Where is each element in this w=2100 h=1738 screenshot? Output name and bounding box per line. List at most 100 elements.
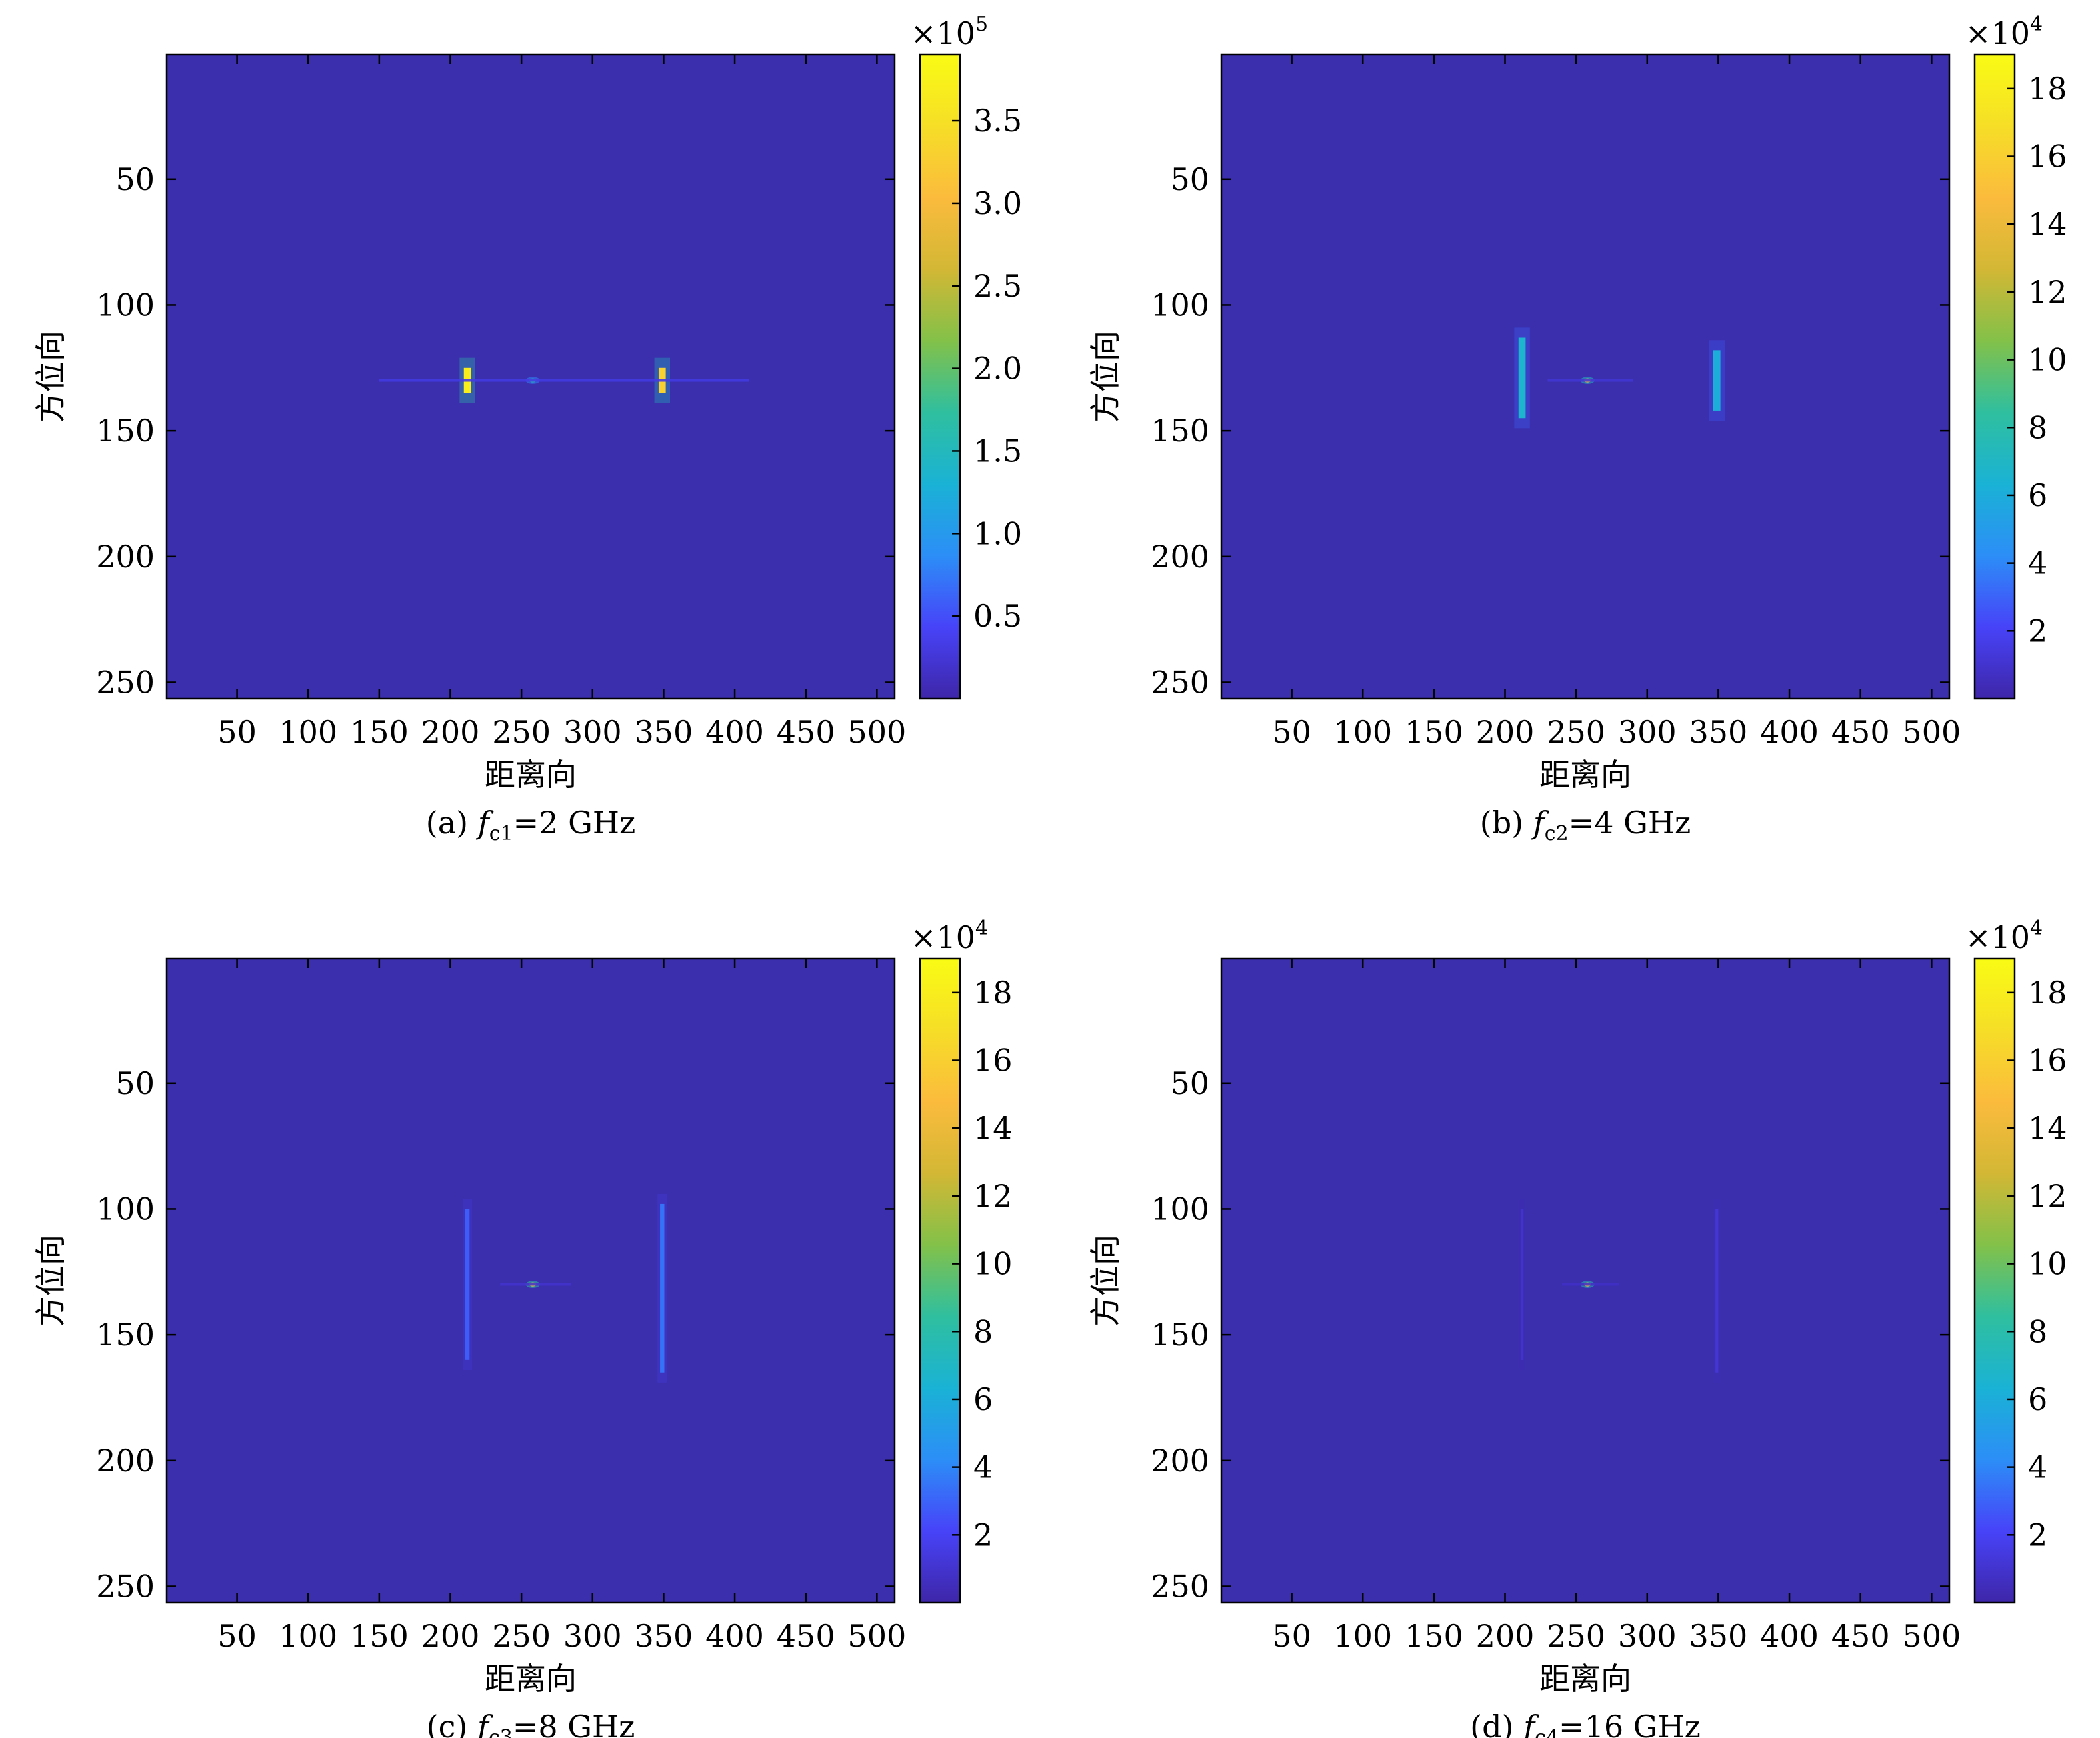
colorbar-gradient (1975, 959, 2015, 1603)
x-tick-label: 150 (1405, 1618, 1463, 1654)
x-tick-label: 500 (1902, 714, 1961, 750)
colorbar-tick-label: 18 (973, 975, 1013, 1011)
x-tick-label: 200 (421, 1618, 480, 1654)
x-tick-label: 150 (1405, 714, 1463, 750)
x-tick-label: 50 (1272, 1618, 1311, 1654)
colorbar-tick-label: 6 (973, 1381, 993, 1417)
x-tick-label: 250 (1547, 714, 1605, 750)
x-tick-label: 150 (350, 1618, 409, 1654)
subplot-caption: (d) fc4=16 GHz (1470, 1709, 1701, 1738)
x-axis-label: 距离向 (1539, 757, 1631, 793)
y-tick-label: 50 (115, 161, 155, 197)
colorbar-tick-label: 4 (973, 1449, 993, 1485)
x-tick-label: 100 (1333, 1618, 1392, 1654)
streak-1 (1713, 350, 1721, 411)
y-axis-label: 方位向 (1087, 331, 1123, 423)
heatmap-background (167, 959, 895, 1603)
heatmap-background (1221, 55, 1949, 699)
x-tick-label: 100 (279, 1618, 337, 1654)
x-tick-label: 500 (1902, 1618, 1961, 1654)
y-tick-label: 150 (1151, 413, 1209, 449)
colorbar-gradient (920, 959, 960, 1603)
colorbar-tick-label: 10 (2028, 342, 2067, 378)
x-tick-label: 300 (1618, 714, 1677, 750)
heatmap-features (1519, 1199, 1720, 1383)
x-tick-label: 500 (847, 1618, 906, 1654)
x-tick-label: 250 (492, 1618, 551, 1654)
sidelobe-3 (1547, 379, 1633, 382)
colorbar-frame (919, 957, 961, 1604)
y-tick-label: 100 (1151, 1191, 1209, 1227)
panel-c: 50 100 150 200 250 300 350 400 450 500 50 100 150 200… (33, 917, 1013, 1738)
x-tick-label: 350 (635, 714, 693, 750)
plot-frame (165, 53, 896, 700)
y-tick-label: 100 (96, 1191, 155, 1227)
colorbar-tick-label: 14 (973, 1110, 1013, 1146)
colorbar-tick-label: 2.0 (973, 351, 1022, 387)
colorbar: 0.5 1.0 1.5 2.0 2.5 3.0 3.5 ×105 (911, 13, 1022, 700)
colorbar-tick-label: 10 (973, 1246, 1013, 1282)
colorbar: 2 4 6 8 10 12 14 16 18 ×104 (911, 917, 1013, 1604)
x-tick-label: 500 (847, 714, 906, 750)
x-tick-label: 50 (217, 714, 257, 750)
x-tick-label: 300 (563, 1618, 622, 1654)
colorbar-multiplier: ×105 (911, 13, 988, 51)
subplot-caption: (b) fc2=4 GHz (1480, 805, 1691, 845)
y-tick-label: 50 (1170, 1065, 1209, 1101)
colorbar-tick-label: 2.5 (973, 268, 1022, 304)
colorbar-gradient (1975, 55, 2015, 699)
colorbar-frame (1973, 53, 2016, 700)
colorbar-multiplier: ×104 (911, 917, 988, 955)
colorbar-tick-label: 8 (2028, 1313, 2047, 1349)
plot-frame (165, 957, 896, 1604)
streak-0 (465, 1209, 470, 1360)
panel-b: 50 100 150 200 250 300 350 400 450 500 50 100 150 200… (1087, 13, 2067, 845)
colorbar-tick-label: 6 (2028, 1381, 2047, 1417)
x-axis-label: 距离向 (485, 757, 577, 793)
x-tick-label: 350 (1689, 714, 1748, 750)
colorbar-tick-label: 3.5 (973, 103, 1022, 139)
heatmap-features (1514, 327, 1725, 429)
colorbar-tick-label: 16 (973, 1043, 1013, 1079)
colorbar-tick-label: 18 (2028, 71, 2067, 107)
sidelobe-3 (500, 1283, 571, 1286)
panel-d: 50 100 150 200 250 300 350 400 450 500 50 100 150 200… (1087, 917, 2067, 1738)
y-tick-label: 250 (96, 1568, 155, 1604)
colorbar-frame (1973, 957, 2016, 1604)
x-axis-label: 距离向 (1539, 1661, 1631, 1697)
x-tick-label: 400 (1760, 1618, 1819, 1654)
x-tick-label: 300 (563, 714, 622, 750)
plot-frame (1220, 957, 1951, 1604)
colorbar-tick-label: 0.5 (973, 598, 1022, 634)
colorbar-tick-label: 16 (2028, 139, 2067, 175)
colorbar-frame (919, 53, 961, 700)
y-axis-label: 方位向 (1087, 1235, 1123, 1327)
x-tick-label: 50 (217, 1618, 257, 1654)
y-tick-label: 100 (96, 287, 155, 323)
colorbar-tick-label: 10 (2028, 1246, 2067, 1282)
y-tick-label: 50 (1170, 161, 1209, 197)
heatmap-features (463, 1193, 667, 1383)
colorbar-tick-label: 3.0 (973, 185, 1022, 221)
x-tick-label: 450 (777, 1618, 835, 1654)
y-tick-label: 250 (96, 664, 155, 700)
plot-frame (1220, 53, 1951, 700)
x-tick-label: 200 (421, 714, 480, 750)
colorbar-tick-label: 4 (2028, 545, 2047, 581)
y-axis-label: 方位向 (33, 331, 69, 423)
colorbar-tick-label: 14 (2028, 1110, 2067, 1146)
sidelobe-3 (1561, 1283, 1619, 1286)
y-tick-label: 200 (96, 1443, 155, 1479)
colorbar-tick-label: 12 (973, 1178, 1013, 1214)
y-tick-label: 150 (1151, 1317, 1209, 1353)
x-tick-label: 200 (1476, 714, 1535, 750)
colorbar-multiplier: ×104 (1965, 917, 2043, 955)
x-tick-label: 450 (1831, 1618, 1890, 1654)
x-tick-label: 250 (492, 714, 551, 750)
y-tick-label: 50 (115, 1065, 155, 1101)
y-tick-label: 250 (1151, 1568, 1209, 1604)
x-tick-label: 50 (1272, 714, 1311, 750)
colorbar-gradient (920, 55, 960, 699)
sidelobe-3 (379, 379, 749, 382)
